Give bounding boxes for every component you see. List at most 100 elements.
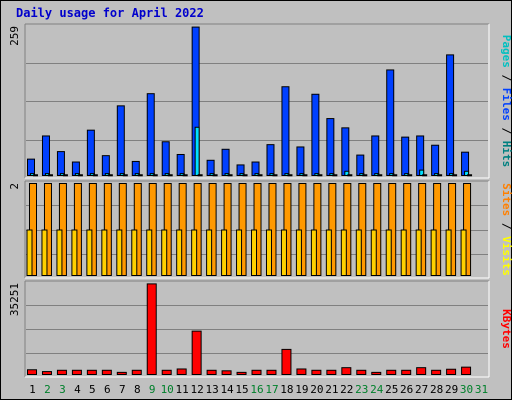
- hits-bar-2: [41, 135, 50, 176]
- sites-bar-20: [310, 229, 317, 276]
- hits-bar-9: [146, 93, 155, 176]
- sites-visits-legend-item: Visits: [500, 236, 512, 276]
- kbytes-bar-17: [266, 369, 277, 376]
- pages-bar-14: [227, 174, 233, 177]
- x-tick-label-1: 1: [29, 383, 36, 396]
- sites-bar-6: [101, 229, 108, 276]
- sites-bar-22: [340, 229, 347, 276]
- pages-bar-29: [452, 174, 458, 177]
- pages-files-hits-legend-separator: /: [500, 68, 512, 88]
- sites-bar-15: [236, 229, 243, 276]
- hits-bar-26: [401, 136, 410, 177]
- sites-bar-5: [86, 229, 93, 276]
- kbytes-bar-12: [191, 330, 202, 376]
- sites-bar-11: [176, 229, 183, 276]
- hits-bar-7: [116, 105, 125, 176]
- sites-bar-13: [206, 229, 213, 276]
- chart-title: Daily usage for April 2022: [16, 6, 204, 20]
- kbytes-bar-21: [326, 369, 337, 376]
- files-bar-12: [194, 126, 200, 176]
- hits-bar-29: [446, 54, 455, 176]
- hits-bar-21: [326, 118, 335, 177]
- pages-bar-17: [272, 174, 278, 177]
- kbytes-bar-16: [251, 369, 262, 376]
- pages-bar-16: [257, 174, 263, 177]
- pages-bar-25: [392, 174, 398, 177]
- hits-bar-19: [296, 146, 305, 176]
- kbytes-bar-15: [236, 371, 247, 375]
- x-tick-label-16: 16: [250, 383, 263, 396]
- sites-bar-1: [26, 229, 33, 276]
- hits-bar-27: [416, 135, 425, 176]
- pages-files-hits-legend-item: Files: [500, 88, 512, 121]
- hits-bar-3: [56, 151, 65, 177]
- pages-bar-27: [422, 174, 428, 177]
- pages-files-hits-legend-separator: /: [500, 121, 512, 141]
- x-tick-label-10: 10: [161, 383, 174, 396]
- sites-visits-legend-item: Sites: [500, 183, 512, 216]
- sites-bar-2: [41, 229, 48, 276]
- hits-bar-6: [101, 155, 110, 176]
- pages-bar-12: [197, 174, 203, 177]
- pages-bar-3: [62, 174, 68, 177]
- pages-bar-6: [107, 174, 113, 177]
- x-tick-label-26: 26: [400, 383, 413, 396]
- x-tick-label-24: 24: [370, 383, 384, 396]
- x-tick-label-28: 28: [430, 383, 443, 396]
- x-tick-label-12: 12: [191, 383, 204, 396]
- kbytes-bar-22: [341, 367, 352, 376]
- x-tick-label-31: 31: [475, 383, 488, 396]
- x-tick-label-7: 7: [119, 383, 126, 396]
- sites-bar-10: [161, 229, 168, 276]
- kbytes-bar-27: [416, 367, 427, 376]
- pages-bar-28: [437, 174, 443, 177]
- x-tick-label-9: 9: [149, 383, 156, 396]
- hits-bar-23: [356, 154, 365, 176]
- pages-bar-23: [362, 174, 368, 177]
- pages-bar-8: [137, 174, 143, 177]
- x-tick-label-14: 14: [220, 383, 234, 396]
- sites-bar-4: [71, 229, 78, 276]
- pages-files-hits-legend-item: Hits: [500, 141, 512, 168]
- pages-files-hits-ymax-label: 259: [8, 26, 21, 46]
- kbytes-bar-28: [431, 369, 442, 376]
- kbytes-legend-item: KBytes: [500, 309, 512, 349]
- sites-bar-16: [251, 229, 258, 276]
- sites-bar-24: [370, 229, 377, 276]
- sites-visits-legend: Sites / Visits: [500, 183, 512, 276]
- kbytes-bar-7: [116, 371, 127, 375]
- kbytes-bar-4: [71, 369, 82, 376]
- pages-bar-4: [77, 174, 83, 177]
- kbytes-bar-5: [86, 369, 97, 376]
- sites-bar-18: [280, 229, 287, 276]
- pages-bar-21: [332, 174, 338, 177]
- x-tick-label-19: 19: [295, 383, 308, 396]
- pages-bar-19: [302, 174, 308, 177]
- x-tick-label-5: 5: [89, 383, 96, 396]
- hits-bar-5: [86, 129, 95, 176]
- pages-bar-10: [167, 174, 173, 177]
- sites-bar-23: [355, 229, 362, 276]
- hits-bar-20: [311, 93, 320, 176]
- kbytes-bar-13: [206, 369, 217, 376]
- x-tick-label-30: 30: [460, 383, 473, 396]
- pages-bar-9: [152, 174, 158, 177]
- sites-bar-12: [191, 229, 198, 276]
- x-tick-label-2: 2: [44, 383, 51, 396]
- pages-bar-5: [92, 174, 98, 177]
- files-bar-27: [419, 169, 425, 177]
- x-tick-label-23: 23: [355, 383, 368, 396]
- x-tick-label-6: 6: [104, 383, 111, 396]
- hits-bar-25: [386, 69, 395, 176]
- sites-bar-7: [116, 229, 123, 276]
- pages-bar-11: [182, 174, 188, 177]
- pages-files-hits-legend: Pages / Files / Hits: [500, 35, 512, 168]
- pages-bar-2: [47, 174, 53, 177]
- sites-visits-ymax-label: 2: [8, 183, 21, 190]
- kbytes-bar-20: [311, 369, 322, 376]
- files-bar-30: [464, 170, 470, 176]
- kbytes-bar-1: [27, 369, 37, 376]
- sites-bar-25: [385, 229, 392, 276]
- kbytes-bar-8: [131, 369, 142, 376]
